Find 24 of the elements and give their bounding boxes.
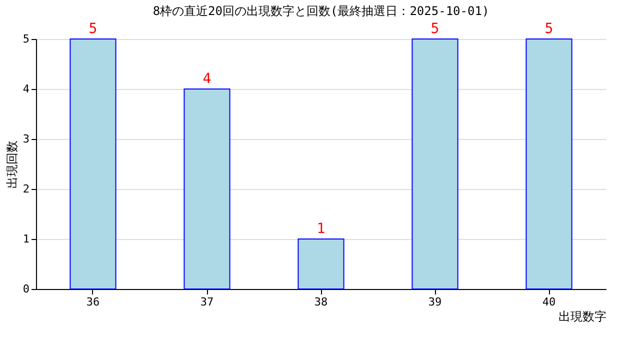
bar — [70, 38, 116, 290]
x-tick-label: 36 — [86, 296, 100, 308]
chart-title: 8枠の直近20回の出現数字と回数(最終抽選日：2025-10-01) — [152, 4, 490, 18]
y-tick-label: 3 — [22, 132, 30, 146]
data-label: 1 — [316, 221, 326, 237]
y-tick-label: 2 — [22, 182, 30, 196]
y-tick-label: 0 — [22, 282, 30, 296]
x-tick-label: 40 — [542, 296, 556, 308]
data-label: 5 — [544, 21, 554, 37]
data-label: 4 — [202, 71, 212, 87]
x-tick-label: 38 — [314, 296, 328, 308]
y-tick-label: 4 — [22, 82, 30, 96]
bar — [412, 38, 458, 290]
bar — [184, 88, 230, 290]
y-tick-label: 1 — [22, 232, 30, 246]
x-tick-label: 37 — [200, 296, 214, 308]
bar — [298, 238, 344, 290]
data-label: 5 — [430, 21, 440, 37]
bar — [526, 38, 572, 290]
data-label: 5 — [88, 21, 98, 37]
x-tick-label: 39 — [428, 296, 442, 308]
y-axis-title: 出現回数 — [4, 140, 19, 188]
y-tick-label: 5 — [22, 32, 30, 46]
x-axis-title: 出現数字 — [558, 310, 606, 324]
